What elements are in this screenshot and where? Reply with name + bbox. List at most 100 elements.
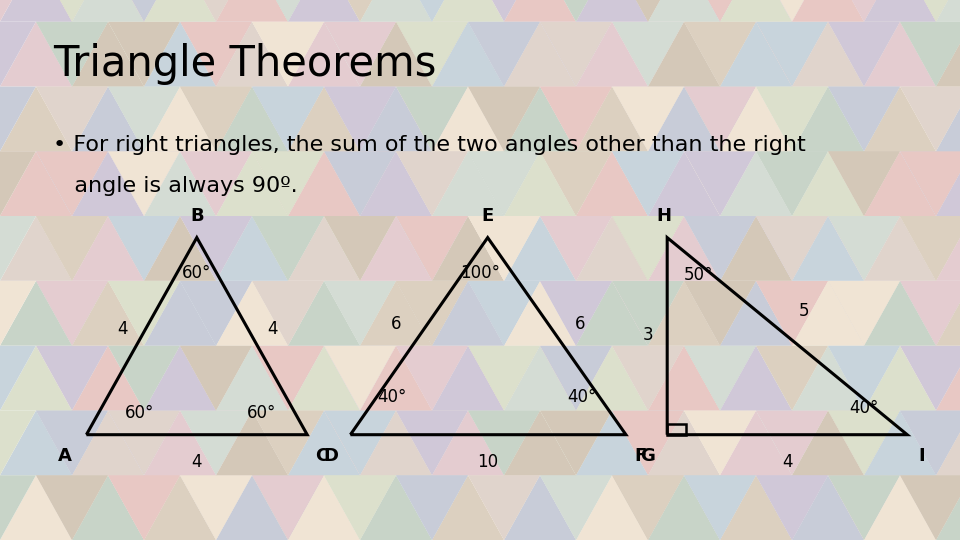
Polygon shape — [900, 216, 960, 281]
Polygon shape — [252, 346, 324, 410]
Polygon shape — [360, 281, 432, 346]
Text: H: H — [657, 207, 672, 225]
Polygon shape — [540, 0, 612, 22]
Polygon shape — [504, 346, 576, 410]
Polygon shape — [540, 346, 612, 410]
Polygon shape — [684, 22, 756, 86]
Polygon shape — [468, 22, 540, 86]
Polygon shape — [864, 216, 936, 281]
Polygon shape — [684, 410, 756, 475]
Polygon shape — [828, 86, 900, 151]
Polygon shape — [684, 151, 756, 216]
Polygon shape — [828, 22, 900, 86]
Polygon shape — [180, 346, 252, 410]
Polygon shape — [0, 410, 36, 475]
Polygon shape — [144, 0, 216, 22]
Polygon shape — [864, 475, 936, 540]
Polygon shape — [540, 281, 612, 346]
Polygon shape — [468, 346, 540, 410]
Polygon shape — [540, 86, 612, 151]
Polygon shape — [828, 346, 900, 410]
Polygon shape — [252, 151, 324, 216]
Polygon shape — [180, 22, 252, 86]
Polygon shape — [180, 86, 252, 151]
Polygon shape — [288, 346, 360, 410]
Polygon shape — [828, 216, 900, 281]
Polygon shape — [468, 151, 540, 216]
Polygon shape — [612, 281, 684, 346]
Polygon shape — [612, 22, 684, 86]
Polygon shape — [180, 475, 252, 540]
Text: 4: 4 — [192, 453, 202, 471]
Polygon shape — [468, 0, 540, 22]
Polygon shape — [180, 151, 252, 216]
Polygon shape — [216, 86, 288, 151]
Polygon shape — [936, 410, 960, 475]
Polygon shape — [756, 410, 828, 475]
Polygon shape — [468, 410, 540, 475]
Text: Triangle Theorems: Triangle Theorems — [53, 43, 436, 85]
Polygon shape — [684, 475, 756, 540]
Polygon shape — [324, 22, 396, 86]
Polygon shape — [180, 281, 252, 346]
Polygon shape — [144, 216, 216, 281]
Polygon shape — [756, 475, 828, 540]
Polygon shape — [540, 216, 612, 281]
Polygon shape — [108, 475, 180, 540]
Polygon shape — [576, 0, 648, 22]
Polygon shape — [396, 0, 468, 22]
Polygon shape — [468, 86, 540, 151]
Polygon shape — [252, 0, 324, 22]
Polygon shape — [360, 151, 432, 216]
Polygon shape — [828, 410, 900, 475]
Polygon shape — [396, 346, 468, 410]
Polygon shape — [792, 475, 864, 540]
Polygon shape — [432, 346, 504, 410]
Polygon shape — [396, 22, 468, 86]
Polygon shape — [900, 22, 960, 86]
Polygon shape — [324, 475, 396, 540]
Polygon shape — [684, 86, 756, 151]
Polygon shape — [0, 0, 36, 22]
Polygon shape — [36, 346, 108, 410]
Text: 4: 4 — [782, 453, 792, 471]
Polygon shape — [180, 22, 252, 86]
Polygon shape — [756, 410, 828, 475]
Polygon shape — [612, 86, 684, 151]
Polygon shape — [144, 410, 216, 475]
Polygon shape — [900, 281, 960, 346]
Polygon shape — [36, 216, 108, 281]
Text: 50°: 50° — [684, 266, 713, 285]
Polygon shape — [684, 216, 756, 281]
Polygon shape — [36, 346, 108, 410]
Polygon shape — [252, 475, 324, 540]
Polygon shape — [0, 22, 36, 86]
Polygon shape — [216, 410, 288, 475]
Polygon shape — [396, 346, 468, 410]
Polygon shape — [288, 475, 360, 540]
Polygon shape — [828, 86, 900, 151]
Polygon shape — [540, 22, 612, 86]
Polygon shape — [684, 281, 756, 346]
Polygon shape — [504, 0, 576, 22]
Polygon shape — [72, 346, 144, 410]
Text: 6: 6 — [392, 315, 401, 333]
Polygon shape — [288, 22, 360, 86]
Polygon shape — [540, 151, 612, 216]
Polygon shape — [756, 281, 828, 346]
Polygon shape — [540, 86, 612, 151]
Polygon shape — [468, 475, 540, 540]
Polygon shape — [612, 346, 684, 410]
Polygon shape — [108, 281, 180, 346]
Polygon shape — [540, 22, 612, 86]
Polygon shape — [648, 151, 720, 216]
Polygon shape — [864, 281, 936, 346]
Polygon shape — [216, 22, 288, 86]
Polygon shape — [900, 0, 960, 22]
Polygon shape — [432, 281, 504, 346]
Text: 60°: 60° — [125, 404, 154, 422]
Polygon shape — [180, 410, 252, 475]
Polygon shape — [900, 0, 960, 22]
Polygon shape — [828, 22, 900, 86]
Polygon shape — [612, 22, 684, 86]
